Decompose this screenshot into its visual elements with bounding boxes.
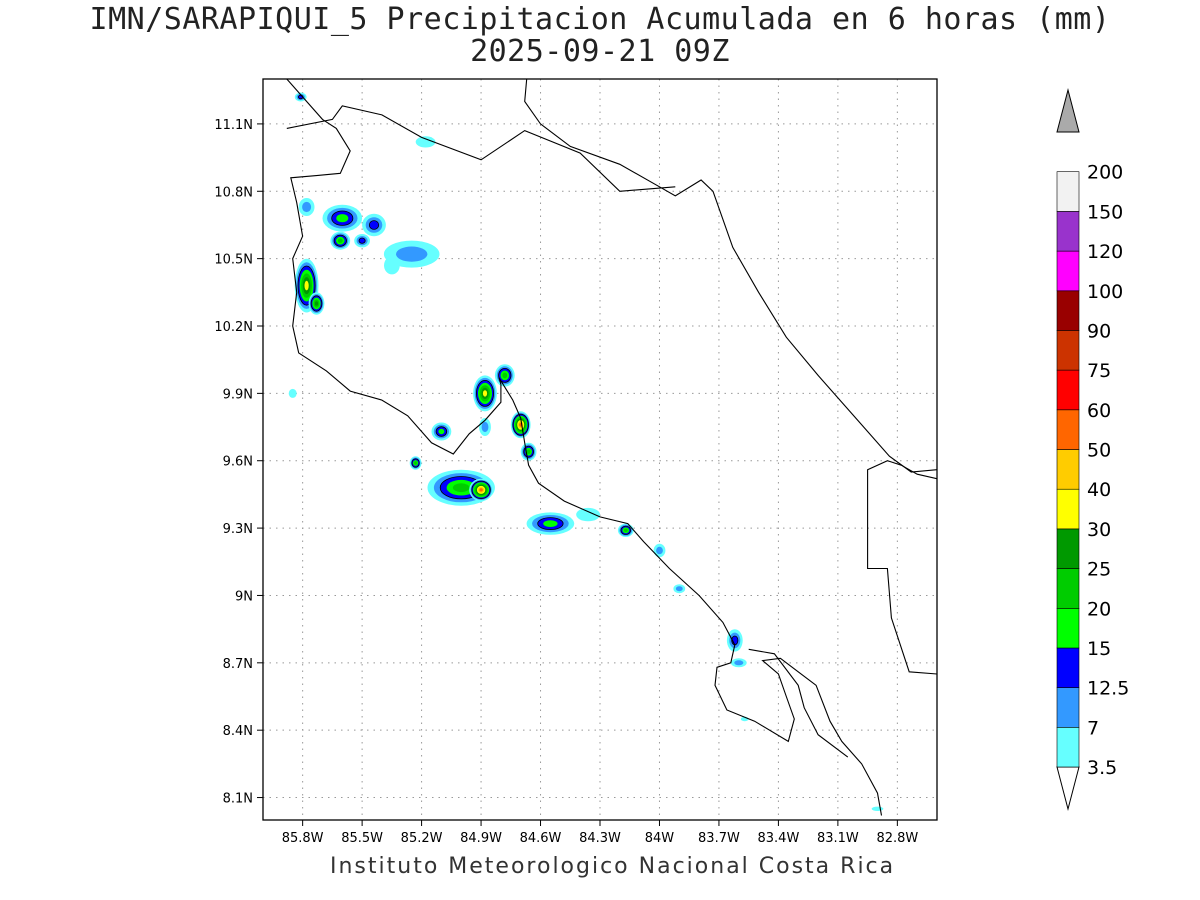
footer-credit: Instituto Meteorologico Nacional Costa R…: [330, 854, 896, 879]
colorbar-label: 150: [1087, 201, 1123, 223]
colorbar-label: 30: [1087, 519, 1111, 541]
x-tick-label: 85.5W: [341, 831, 383, 846]
coastline: [286, 79, 883, 816]
precip-contour: [481, 421, 489, 433]
colorbar-label: 75: [1087, 360, 1111, 382]
colorbar-segment: [1056, 369, 1080, 411]
colorbar-label: 7: [1087, 717, 1099, 739]
colorbar-segment: [1056, 409, 1080, 450]
x-tick-label: 84.6W: [520, 831, 562, 846]
precip-contour: [314, 301, 319, 306]
colorbar-label: 90: [1087, 320, 1111, 342]
x-tick-label: 83.7W: [698, 831, 740, 846]
colorbar-segment: [1056, 528, 1080, 569]
colorbar-label: 100: [1087, 281, 1123, 303]
colorbar-label: 3.5: [1087, 757, 1117, 779]
x-tick-label: 85.8W: [282, 831, 324, 846]
precip-contour: [452, 483, 470, 493]
colorbar-label: 60: [1087, 400, 1111, 422]
y-tick-label: 8.1N: [223, 792, 253, 807]
precip-contour: [358, 237, 366, 244]
y-tick-label: 9.3N: [223, 522, 253, 537]
colorbar-label: 25: [1087, 559, 1111, 581]
colorbar-label: 50: [1087, 440, 1111, 462]
precip-contour: [396, 246, 428, 262]
y-tick-label: 10.2N: [214, 320, 253, 335]
y-tick-label: 11.1N: [214, 118, 253, 133]
colorbar-segment: [1056, 449, 1080, 490]
colorbar-segment: [1056, 211, 1080, 252]
precip-contour: [288, 388, 297, 398]
precip-contour: [337, 238, 343, 243]
colorbar-segment: [1056, 290, 1080, 331]
chart-title: IMN/SARAPIQUI_5 Precipitacion Acumulada …: [89, 2, 1111, 37]
y-tick-label: 8.7N: [223, 657, 253, 672]
x-tick-label: 83.1W: [817, 831, 859, 846]
colorbar-label: 12.5: [1087, 678, 1129, 700]
x-tick-label: 84.3W: [579, 831, 621, 846]
colorbar-label: 15: [1087, 638, 1111, 660]
precip-contour: [302, 201, 312, 213]
precip-contour: [384, 256, 400, 275]
colorbar-segment: [1056, 568, 1080, 609]
precip-contour: [482, 390, 488, 397]
chart-subtitle-time: 2025-09-21 09Z: [470, 34, 730, 69]
precip-contour: [304, 280, 309, 291]
x-tick-label: 83.4W: [758, 831, 800, 846]
colorbar-segment: [1056, 687, 1080, 728]
precip-contour: [336, 214, 349, 223]
precip-contour: [414, 461, 418, 465]
precip-contour: [656, 546, 663, 555]
coastline: [748, 648, 849, 758]
colorbar-segment: [1056, 330, 1080, 371]
precip-contour: [576, 507, 600, 522]
coastline: [867, 460, 937, 675]
y-tick-label: 10.5N: [214, 253, 253, 268]
precip-contour: [734, 660, 744, 666]
x-tick-label: 84.9W: [460, 831, 502, 846]
colorbar-segment: [1056, 647, 1080, 688]
precip-contour: [623, 528, 628, 532]
precipitation-shading: [288, 92, 884, 811]
colorbar-segment: [1056, 171, 1080, 212]
precip-contour: [438, 428, 445, 435]
coastline: [286, 105, 676, 192]
colorbar-over-triangle: [1056, 88, 1080, 133]
precip-contour: [871, 806, 884, 811]
x-tick-label: 82.8W: [876, 831, 918, 846]
colorbar-segment: [1056, 726, 1080, 768]
colorbar-segment: [1056, 607, 1080, 649]
colorbar-label: 20: [1087, 598, 1111, 620]
map-axes: 85.8W 85.5W 85.2W 84.9W 84.6W 84.3W 84W 83.7W 83…: [214, 118, 918, 846]
colorbar: 3.5 7 12.5 15 20 25 30 40 50 60 75 90 100 120 150 200: [1056, 88, 1129, 811]
colorbar-segment: [1056, 250, 1080, 292]
precip-contour: [479, 488, 483, 492]
map-gridlines: [263, 79, 937, 820]
y-tick-label: 9N: [235, 589, 253, 604]
coastline: [524, 79, 937, 473]
y-tick-label: 9.9N: [223, 387, 253, 402]
colorbar-label: 120: [1087, 241, 1123, 263]
precip-contour: [502, 372, 508, 379]
precip-contour: [526, 449, 531, 454]
precip-contour: [675, 586, 683, 592]
y-tick-label: 8.4N: [223, 724, 253, 739]
precip-contour: [368, 220, 380, 230]
x-tick-label: 84W: [645, 831, 675, 846]
precip-contour: [543, 520, 558, 527]
colorbar-segment: [1056, 488, 1080, 530]
colorbar-label: 40: [1087, 479, 1111, 501]
colorbar-under-triangle: [1056, 766, 1080, 811]
coastline-outline: [286, 79, 937, 816]
y-tick-label: 9.6N: [223, 455, 253, 470]
y-tick-label: 10.8N: [214, 185, 253, 200]
precip-contour: [415, 136, 436, 148]
colorbar-label: 200: [1087, 162, 1123, 184]
x-tick-label: 85.2W: [401, 831, 443, 846]
